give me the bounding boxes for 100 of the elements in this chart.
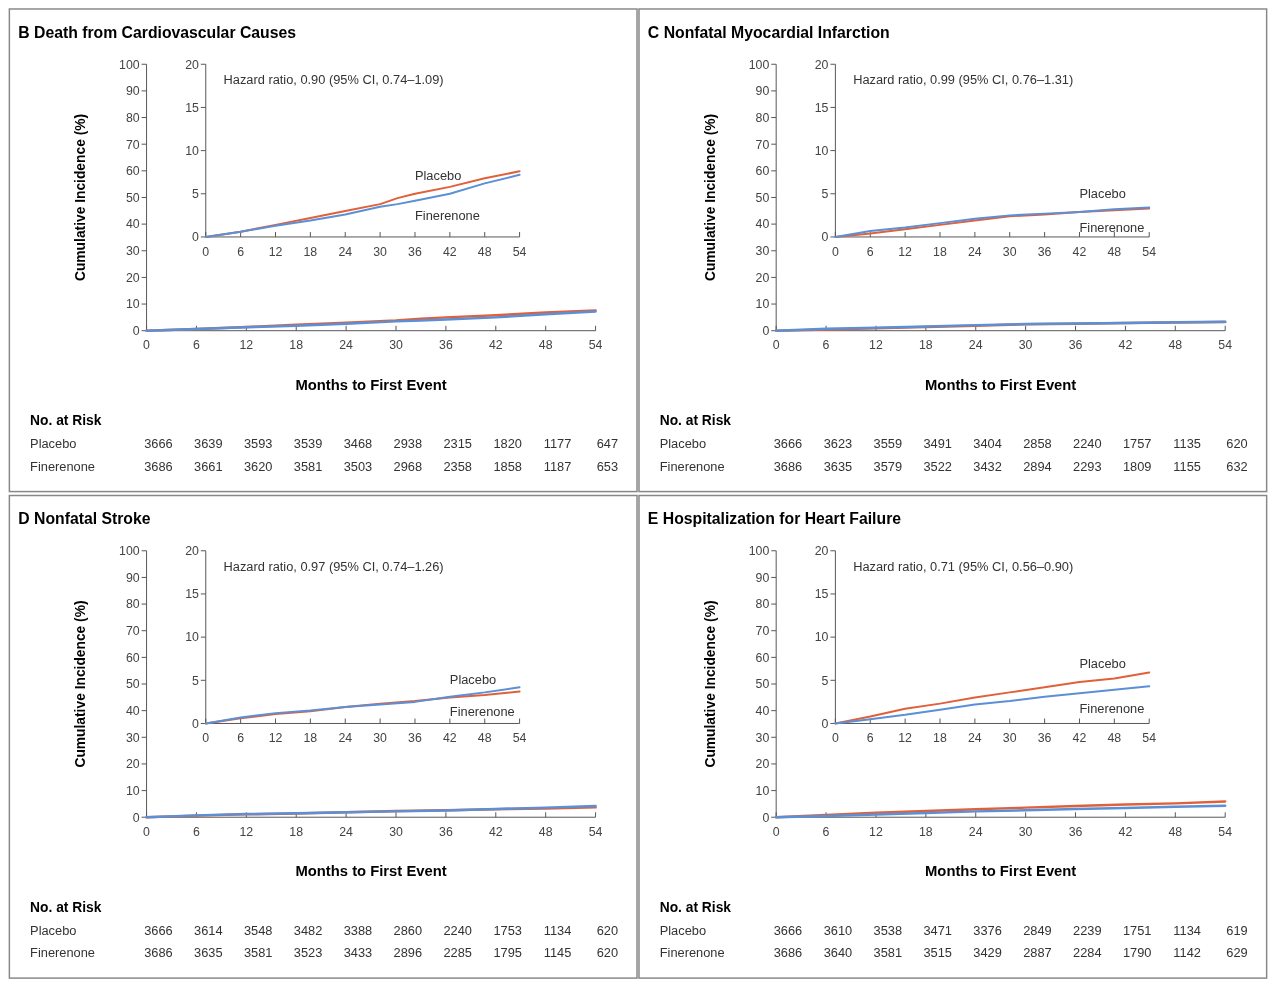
y-tick-label: 5 [192,673,199,688]
x-tick-label: 0 [143,824,151,839]
x-tick-label: 54 [588,824,603,839]
y-tick-label: 20 [125,757,140,772]
x-tick-label: 30 [1002,731,1017,746]
text: Placebo 3666 3639 3593 3539 3468 2938 2315 1820 1177 647 [30,436,619,452]
x-tick-label: 6 [866,244,874,259]
x-tick-label: 12 [239,824,254,839]
x-tick-label: 48 [1107,244,1122,259]
x-tick-label: 6 [237,731,245,746]
x-tick-label: 24 [968,338,983,353]
y-tick-label: 50 [125,677,140,692]
y-tick-label: 70 [755,137,770,152]
x-tick-label: 18 [289,824,304,839]
x-axis-title: Months to First Event [295,863,447,880]
y-tick-label: 60 [125,164,140,179]
annotation: Hazard ratio, 0.71 (95% CI, 0.56–0.90) [853,558,1074,574]
x-tick-label: 18 [303,244,318,259]
x-tick-label: 36 [1068,824,1083,839]
x-tick-label: 24 [968,824,983,839]
x-tick-label: 48 [538,338,553,353]
chart-title: B Death from Cardiovascular Causes [18,23,297,41]
x-tick-label: 12 [898,731,913,746]
x-tick-label: 18 [933,244,947,259]
y-axis-title: Cumulative Incidence (%) [701,600,718,768]
y-tick-label: 15 [814,587,829,602]
y-tick-label: 90 [755,84,770,99]
x-tick-label: 48 [1107,731,1122,746]
x-tick-label: 30 [1018,338,1033,353]
x-tick-label: 12 [869,338,883,353]
y-tick-label: 10 [814,630,829,645]
y-axis-title: Cumulative Incidence (%) [701,113,718,282]
x-tick-label: 12 [869,824,883,839]
x-tick-label: 54 [1142,731,1157,746]
x-tick-label: 0 [831,731,839,746]
y-tick-label: 60 [755,164,770,179]
y-tick-label: 0 [762,810,770,825]
x-tick-label: 54 [588,338,603,353]
x-tick-label: 48 [538,824,553,839]
x-tick-label: 42 [488,338,503,353]
x-tick-label: 18 [289,338,304,353]
y-tick-label: 100 [748,57,770,72]
y-tick-label: 80 [125,110,140,125]
x-tick-label: 24 [968,244,982,259]
x-tick-label: 42 [442,731,457,746]
x-axis-title: Months to First Event [295,376,447,393]
text: No. at Risk [659,412,732,429]
y-tick-label: 80 [125,597,140,612]
text: Finerenone 3686 3635 3579 3522 3432 2894 2293 1809 1155 632 [659,458,1248,474]
y-tick-label: 10 [755,297,770,312]
x-tick-label: 6 [866,731,874,746]
x-axis-title: Months to First Event [925,376,1077,393]
y-tick-label: 80 [755,110,770,125]
y-tick-label: 20 [814,57,829,72]
x-tick-label: 6 [822,338,830,353]
y-tick-label: 20 [185,544,199,559]
x-tick-label: 6 [193,824,201,839]
annotation: Hazard ratio, 0.90 (95% CI, 0.74–1.09) [223,71,444,87]
series-label: Placebo [1079,186,1126,202]
x-tick-label: 42 [1072,244,1087,259]
y-tick-label: 20 [185,57,199,72]
y-tick-label: 80 [755,597,770,612]
chart-title: D Nonfatal Stroke [18,510,151,528]
x-tick-label: 42 [488,824,503,839]
y-tick-label: 70 [755,624,770,639]
text: Finerenone 3686 3635 3581 3523 3433 2896 2285 1795 1145 620 [30,945,619,961]
x-tick-label: 6 [193,338,201,353]
x-tick-label: 12 [898,244,913,259]
y-tick-label: 50 [755,677,770,692]
x-tick-label: 30 [1002,244,1017,259]
y-tick-label: 15 [185,587,199,602]
text: No. at Risk [30,898,102,915]
x-tick-label: 24 [339,338,354,353]
x-tick-label: 0 [202,731,210,746]
x-tick-label: 48 [477,731,492,746]
chart-title: E Hospitalization for Heart Failure [647,510,902,528]
y-tick-label: 100 [748,544,770,559]
y-tick-label: 40 [755,703,770,718]
x-tick-label: 42 [1118,338,1133,353]
x-tick-label: 24 [968,731,982,746]
x-tick-label: 36 [439,824,453,839]
y-tick-label: 100 [119,544,140,559]
x-tick-label: 0 [143,338,151,353]
text: No. at Risk [30,412,102,429]
x-tick-label: 0 [772,338,780,353]
series-label: Finerenone [1079,219,1145,235]
y-axis-title: Cumulative Incidence (%) [72,600,89,768]
series-label: Finerenone [449,704,515,720]
y-tick-label: 70 [125,137,140,152]
annotation: Hazard ratio, 0.99 (95% CI, 0.76–1.31) [853,71,1074,87]
y-tick-label: 0 [821,230,829,245]
x-tick-label: 36 [1037,731,1052,746]
x-tick-label: 12 [239,338,254,353]
x-tick-label: 36 [408,731,422,746]
series-label: Placebo [449,671,497,687]
x-tick-label: 42 [442,244,457,259]
x-tick-label: 18 [918,338,933,353]
text: Placebo 3666 3614 3548 3482 3388 2860 2240 1753 1134 620 [30,922,619,938]
y-tick-label: 20 [125,270,140,285]
y-tick-label: 0 [762,324,770,339]
